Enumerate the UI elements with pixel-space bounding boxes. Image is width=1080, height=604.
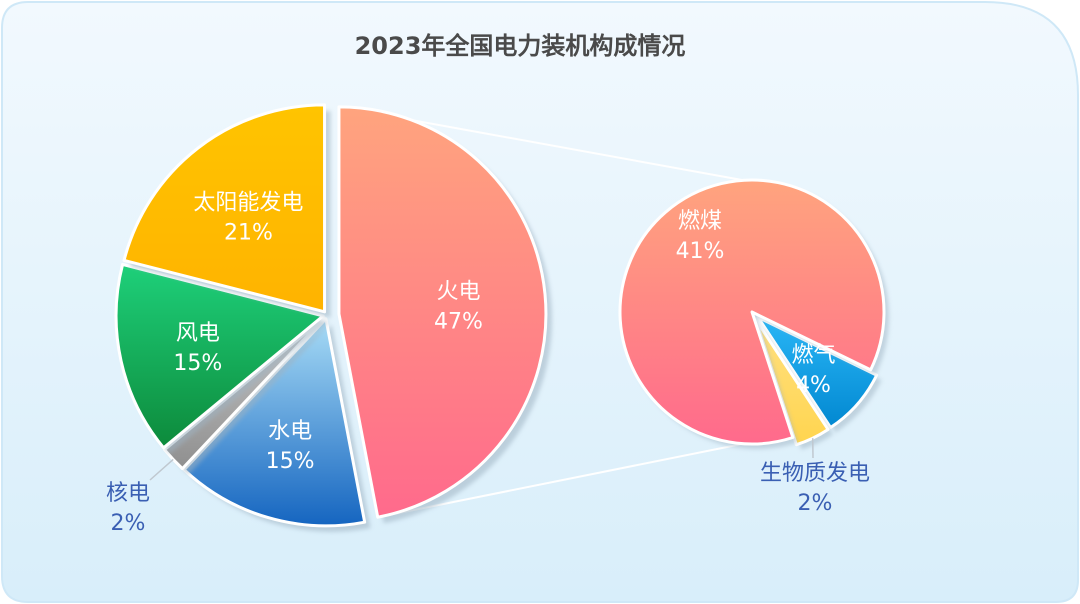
main-slice-label: 太阳能发电 [193,191,303,216]
breakdown-slice-1[interactable] [756,315,879,430]
main-slice-label: 风电 [176,321,220,346]
main-slice-label: 水电 [268,419,312,444]
main-slice-1[interactable] [182,317,367,528]
main-slice-label: 火电 [436,280,480,305]
main-slice-3[interactable] [114,262,325,450]
breakdown-slice-label: 生物质发电 [760,461,870,486]
breakdown-pie [618,178,890,450]
main-slice-0[interactable] [337,105,548,519]
main-slice-percent: 15% [266,449,315,474]
main-pie [114,103,552,532]
breakdown-slice-label: 燃气 [792,343,836,368]
breakdown-slice-0[interactable] [618,178,886,446]
main-slice-label: 核电 [106,481,150,506]
slice-labels: 火电 47% 水电 15% 核电 2% 风电 15% 太阳能发电 21% 燃气 4% 生物质发电 2% 燃煤… [106,191,870,536]
main-slice-4[interactable] [122,103,327,314]
main-slice-percent: 2% [111,511,146,536]
main-slice-percent: 47% [434,310,483,335]
main-slice-percent: 15% [173,351,222,376]
breakdown-slice-label: 燃煤 [678,209,722,234]
breakdown-slice-percent: 4% [796,373,831,398]
breakdown-slice-percent: 41% [676,239,725,264]
chart-title: 2023年全国电力装机构成情况 [355,32,686,60]
main-leader-line [149,458,174,481]
main-slice-percent: 21% [224,221,273,246]
breakdown-slice-percent: 2% [798,491,833,516]
connector-line-bottom [377,443,743,519]
